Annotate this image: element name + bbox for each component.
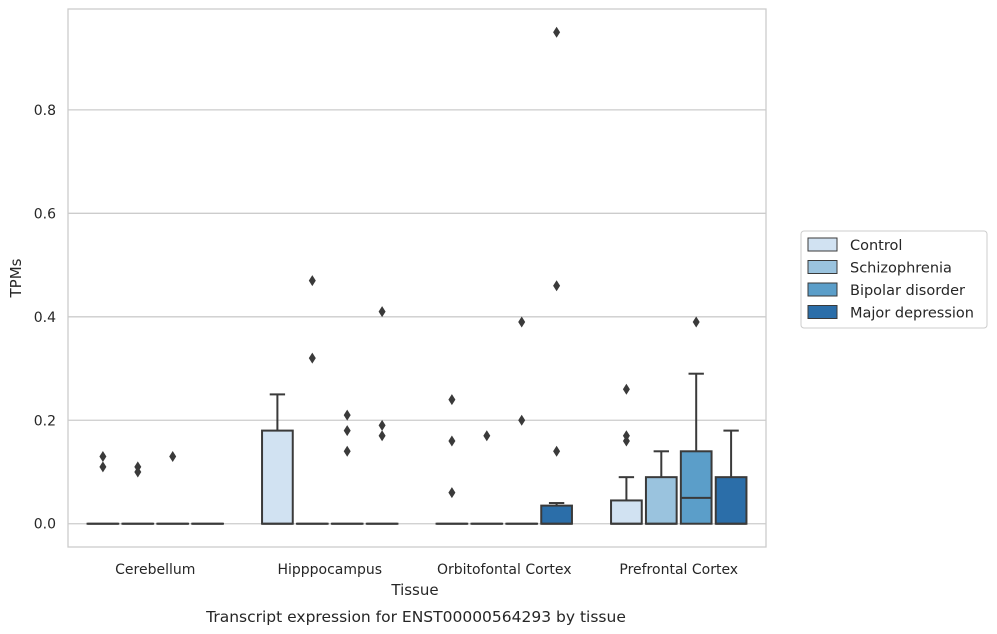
- outlier-point: [343, 409, 351, 421]
- legend-swatch: [807, 305, 838, 319]
- outlier-point: [308, 275, 316, 287]
- outlier-point: [134, 466, 142, 478]
- legend-swatch: [807, 282, 838, 297]
- legend-label: Control: [850, 238, 902, 254]
- x-axis-label: Tissue: [390, 581, 438, 599]
- x-tick-labels: Cerebellum Hipppocampus Orbitofontal Corte…: [115, 562, 738, 578]
- x-tick-label: Cerebellum: [115, 562, 195, 578]
- legend-item: Major depression: [807, 305, 974, 322]
- box-3-2: [679, 372, 713, 525]
- outlier-point: [483, 430, 491, 442]
- box-body: [714, 476, 748, 525]
- boxes-layer: [86, 372, 748, 525]
- legend-item: Bipolar disorder: [807, 282, 965, 299]
- outlier-point: [622, 383, 630, 395]
- box-2-3: [540, 502, 573, 525]
- outlier-point: [692, 316, 700, 328]
- legend-label: Major depression: [850, 306, 974, 322]
- box-3-3: [714, 429, 748, 525]
- legend-frame: [800, 230, 988, 329]
- y-tick-label: 0.6: [34, 206, 56, 222]
- outlier-point: [448, 394, 456, 406]
- x-tick-label: Orbitofontal Cortex: [437, 562, 572, 578]
- outlier-point: [169, 450, 177, 462]
- x-tick-label: Prefrontal Cortex: [619, 562, 738, 578]
- box-1-0: [261, 393, 294, 525]
- box-body: [610, 499, 643, 525]
- legend-item: Control: [807, 237, 902, 254]
- outlier-point: [518, 414, 526, 426]
- outlier-point: [553, 445, 561, 457]
- outlier-point: [448, 435, 456, 447]
- outlier-point: [448, 487, 456, 499]
- box-3-0: [610, 476, 643, 525]
- outlier-point: [343, 445, 351, 457]
- box-body: [679, 450, 713, 525]
- figure-caption: Transcript expression for ENST0000056429…: [205, 608, 626, 626]
- outlier-point: [378, 430, 386, 442]
- x-tick-label: Hipppocampus: [277, 562, 382, 578]
- legend-swatch: [807, 260, 838, 274]
- outlier-point: [553, 26, 561, 38]
- legend: Control Schizophrenia Bipolar disorder Majo…: [800, 230, 988, 329]
- legend-label: Bipolar disorder: [850, 283, 965, 299]
- y-tick-label: 0.8: [34, 103, 56, 119]
- box-body: [261, 429, 294, 525]
- y-tick-labels: 0.0 0.2 0.4 0.6 0.8: [34, 103, 56, 533]
- legend-label: Schizophrenia: [850, 261, 952, 277]
- outlier-point: [99, 450, 107, 462]
- legend-item: Schizophrenia: [807, 260, 952, 277]
- box-body: [644, 476, 678, 525]
- box-3-1: [644, 450, 678, 525]
- outlier-point: [308, 352, 316, 364]
- outliers-layer: [99, 26, 700, 499]
- outlier-point: [99, 461, 107, 473]
- outlier-point: [518, 316, 526, 328]
- y-tick-label: 0.4: [34, 310, 56, 326]
- outlier-point: [343, 425, 351, 437]
- legend-swatch: [807, 237, 838, 252]
- y-axis-label: TPMs: [7, 258, 25, 298]
- outlier-point: [378, 419, 386, 431]
- outlier-point: [622, 435, 630, 447]
- outlier-point: [378, 306, 386, 318]
- box-body: [540, 504, 573, 525]
- y-tick-label: 0.2: [34, 413, 56, 429]
- outlier-point: [553, 280, 561, 292]
- y-tick-label: 0.0: [34, 517, 56, 533]
- plot-frame: [67, 8, 767, 548]
